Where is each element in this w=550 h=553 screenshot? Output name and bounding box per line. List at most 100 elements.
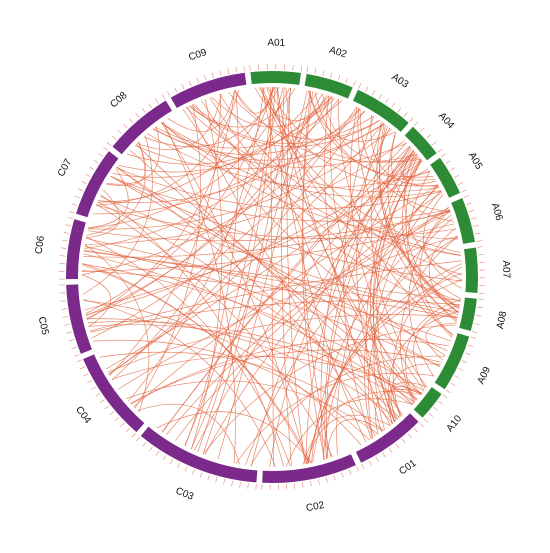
tick-mark (181, 83, 185, 90)
tick-mark (207, 474, 210, 481)
synteny-link (197, 87, 276, 453)
synteny-link (258, 87, 439, 187)
chromosome-blocks (66, 71, 478, 483)
synteny-link (86, 189, 120, 239)
tick-mark (125, 427, 131, 433)
chromosome-block-c02 (262, 454, 356, 483)
synteny-link (372, 154, 418, 421)
synteny-link (83, 299, 276, 468)
tick-mark (477, 306, 483, 309)
tick-mark (76, 359, 82, 363)
tick-mark (461, 360, 468, 364)
tick-mark (458, 367, 464, 371)
synteny-link (187, 106, 376, 437)
synteny-link (134, 104, 201, 409)
tick-mark (306, 66, 309, 73)
synteny-link (106, 126, 160, 185)
tick-mark (117, 129, 123, 135)
tick-mark (457, 182, 463, 186)
tick-mark (93, 159, 99, 164)
tick-mark (95, 392, 101, 397)
chromosome-label-a03: A03 (389, 72, 410, 91)
synteny-link (147, 133, 431, 188)
tick-mark (300, 66, 303, 72)
tick-mark (78, 188, 84, 192)
tick-mark (199, 472, 203, 478)
synteny-link (350, 107, 425, 391)
chromosome-label-a04: A04 (436, 111, 456, 132)
chromosome-label-c02: C02 (305, 500, 325, 514)
synteny-link (154, 100, 343, 149)
synteny-link (370, 126, 428, 388)
tick-mark (361, 463, 365, 470)
tick-mark (433, 406, 439, 411)
synteny-link (400, 148, 430, 177)
tick-mark (428, 412, 434, 417)
synteny-link (365, 160, 423, 433)
tick-mark (371, 90, 376, 96)
synteny-link (133, 184, 439, 408)
tick-mark (204, 74, 207, 81)
chromosome-label-c05: C05 (36, 316, 51, 337)
chromosome-block-a09 (434, 333, 470, 390)
tick-mark (114, 416, 120, 422)
tick-mark (60, 255, 66, 257)
synteny-link (188, 88, 296, 128)
synteny-link (399, 236, 458, 404)
tick-mark (478, 298, 484, 300)
tick-mark (112, 135, 117, 140)
tick-mark (409, 117, 414, 122)
tick-mark (454, 375, 460, 379)
tick-mark (155, 98, 159, 104)
tick-mark (89, 166, 95, 171)
synteny-link (97, 201, 400, 419)
synteny-link (96, 204, 333, 458)
tick-mark (403, 112, 408, 117)
tick-mark (62, 316, 69, 318)
synteny-link (153, 123, 385, 161)
tick-mark (79, 366, 86, 370)
chromosome-block-c09 (170, 72, 247, 109)
tick-mark (391, 102, 396, 108)
synteny-link (84, 244, 150, 413)
tick-mark (467, 344, 474, 348)
tick-mark (423, 418, 428, 423)
synteny-link (116, 167, 440, 367)
synteny-link (182, 108, 446, 356)
synteny-link (251, 151, 416, 466)
synteny-link (286, 87, 306, 465)
tick-mark (413, 121, 418, 126)
synteny-link (130, 150, 422, 395)
tick-mark (322, 70, 325, 76)
chromosome-label-a02: A02 (328, 45, 349, 61)
tick-mark (356, 466, 359, 472)
tick-mark (131, 433, 136, 438)
tick-mark (74, 195, 81, 199)
tick-mark (468, 209, 475, 213)
tick-mark (449, 167, 455, 171)
synteny-link (136, 403, 240, 465)
synteny-link (185, 107, 440, 193)
synteny-link (201, 100, 459, 316)
synteny-link (367, 218, 453, 439)
chromosome-label-c09: C09 (187, 47, 208, 63)
synteny-link (84, 168, 429, 311)
tick-mark (62, 239, 68, 242)
synteny-link (202, 87, 292, 455)
tick-mark (223, 478, 226, 485)
tick-mark (247, 483, 249, 489)
tick-mark (106, 142, 112, 146)
tick-mark (81, 181, 87, 185)
chromosome-block-c06 (66, 219, 86, 280)
synteny-link (84, 94, 328, 249)
tick-mark (177, 462, 181, 469)
tick-mark (71, 203, 78, 206)
tick-mark (368, 460, 372, 466)
tick-mark (71, 346, 77, 350)
tick-mark (141, 108, 146, 113)
tick-mark (420, 127, 425, 133)
synteny-link (130, 349, 442, 404)
synteny-link (392, 386, 423, 417)
synteny-link (83, 300, 362, 446)
